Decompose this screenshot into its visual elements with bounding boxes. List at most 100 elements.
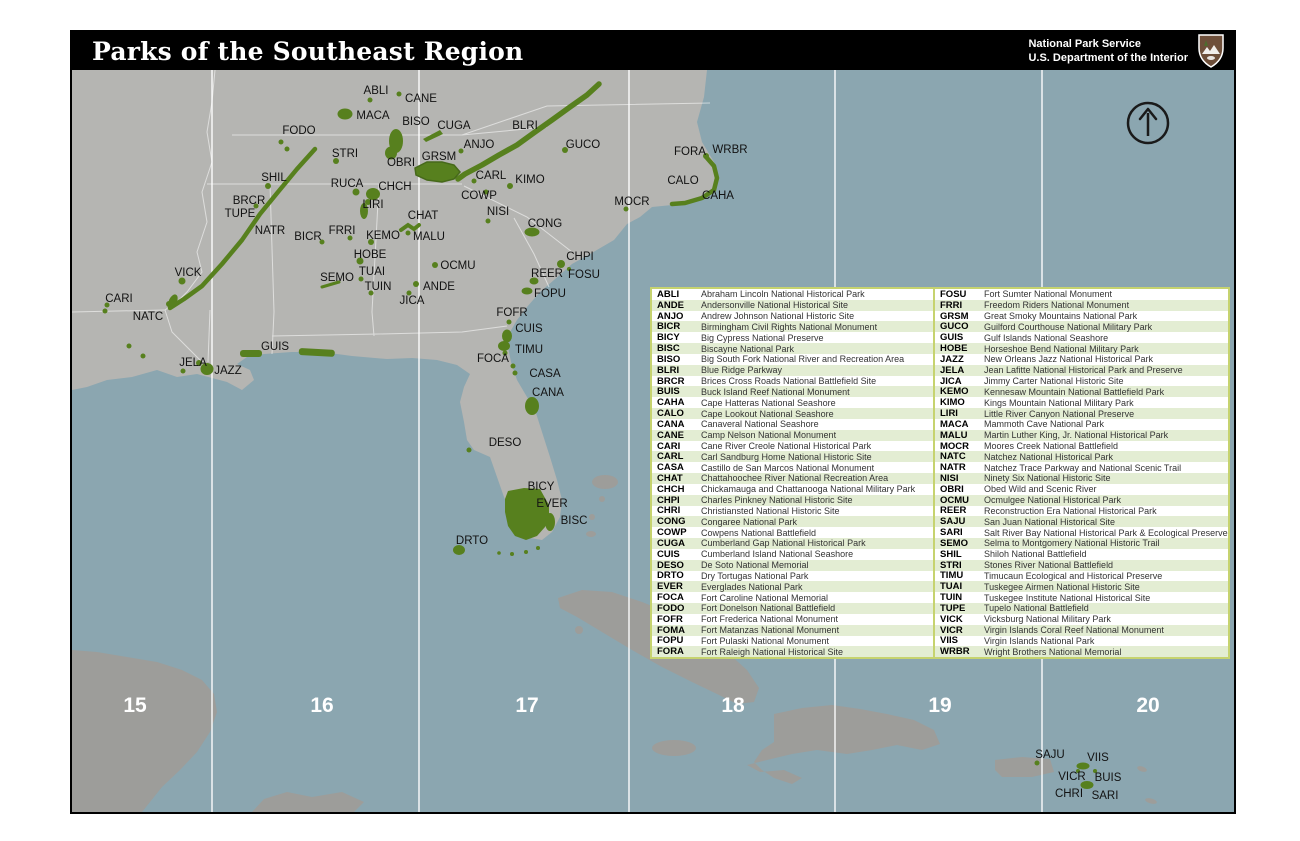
park-dot-hobe [356,257,364,265]
legend-row-fosu: FOSU Fort Sumter National Monument [935,289,1228,300]
map-label-anjo: ANJO [464,139,495,151]
legend-park-name: Martin Luther King, Jr. National Histori… [984,430,1169,441]
park-dot-ande [413,281,419,287]
legend-row-stri: STRI Stones River National Battlefield [935,559,1228,571]
legend-row-saju: SAJU San Juan National Historical Site [935,516,1228,528]
legend-row-grsm: GRSM Great Smoky Mountains National Park [935,311,1228,322]
legend-row-wrbr: WRBR Wright Brothers National Memorial [935,646,1228,658]
legend-row-buis: BUIS Buck Island Reef National Monument [652,386,933,398]
map-label-kimo: KIMO [515,174,544,186]
legend-code: BLRI [657,364,680,376]
legend-row-blri: BLRI Blue Ridge Parkway [652,364,933,376]
park-dot-carl [471,178,477,184]
land-isle-of-youth [575,626,583,634]
legend-code: BUIS [657,386,680,398]
park-shape-sari-chri [1080,781,1094,789]
park-dot-saju [1034,760,1040,766]
legend-code: FRRI [940,299,963,311]
legend-park-name: Vicksburg National Military Park [984,614,1111,625]
legend-code: REER [940,505,967,517]
legend-row-cowp: COWP Cowpens National Battlefield [652,527,933,538]
legend-park-name: Gulf Islands National Seashore [984,332,1109,343]
park-shape-natr [167,146,318,311]
park-shape-jela2 [196,360,202,366]
park-shape-cong [524,227,540,237]
map-label-frri: FRRI [329,225,356,237]
legend-row-guis: GUIS Gulf Islands National Seashore [935,332,1228,343]
map-label-maca: MACA [356,110,390,122]
park-shape-obri [385,146,397,160]
map-label-jazz: JAZZ [214,365,241,377]
utm-zone-number-15: 15 [123,694,147,717]
legend-code: GRSM [940,310,969,322]
map-label-cowp: COWP [461,190,497,202]
park-shape-caha [669,155,720,207]
legend-code: FOMA [657,624,685,636]
legend-code: WRBR [940,646,970,658]
park-dot-mocr [623,206,629,212]
legend-row-frri: FRRI Freedom Riders National Monument [935,299,1228,311]
legend-code: MALU [940,429,968,441]
legend-code: FORA [657,646,684,658]
legend-park-name: Fort Caroline National Memorial [701,592,829,603]
map-label-biso: BISO [402,116,430,128]
park-shape-drto [453,545,465,555]
map-label-liri: LIRI [362,199,383,211]
legend-row-vicr: VICR Virgin Islands Coral Reef National M… [935,624,1228,636]
legend-park-name: Tupelo National Battlefield [984,603,1089,614]
map-label-abli: ABLI [364,85,389,97]
park-dot-natc [166,301,172,307]
legend-row-jela: JELA Jean Lafitte National Historical Par… [935,364,1228,376]
legend-code: SARI [940,527,963,539]
legend-code: KEMO [940,386,969,398]
park-dot-jela [180,368,186,374]
park-shape-ever-bicy [505,488,549,540]
legend-row-semo: SEMO Selma to Montgomery National Histori… [935,538,1228,549]
legend-row-natr: NATR Natchez Trace Parkway and National S… [935,462,1228,473]
park-dot-deso [466,447,472,453]
legend-row-tuai: TUAI Tuskegee Airmen National Historic Si… [935,581,1228,593]
map-label-chri: CHRI [1055,788,1083,800]
park-shape-viis [1076,762,1090,770]
legend-park-name: Selma to Montgomery National Historic Tr… [984,538,1160,549]
park-dot-casa [512,370,518,376]
legend-row-cuis: CUIS Cumberland Island National Seashore [652,549,933,560]
agency-line1: National Park Service [1028,38,1141,50]
legend-code: CHAT [657,473,683,484]
legend-code: BISC [657,343,680,354]
park-dot-foca [502,350,508,356]
legend-park-name: Abraham Lincoln National Historical Park [701,289,865,300]
legend-park-name: Cowpens National Battlefield [701,527,817,538]
legend-code: ANJO [657,310,684,322]
legend-code: NATC [940,451,966,463]
map-label-kemo: KEMO [366,230,400,242]
legend-row-cane: CANE Camp Nelson National Monument [652,429,933,441]
park-shape-jela [200,363,214,375]
park-shape-chch2 [365,199,371,205]
legend-park-name: Dry Tortugas National Park [701,570,809,581]
park-dot-cowp [483,189,489,195]
map-label-stri: STRI [332,148,358,160]
park-dot-jica [406,290,412,296]
legend-park-name: Tuskegee Institute National Historical S… [984,592,1151,603]
utm-zone-numbers: 15 16 17 18 19 20 [123,694,1159,717]
park-dot-guco [562,147,568,153]
legend-row-deso: DESO De Soto National Memorial [652,559,933,571]
islet [1145,798,1157,804]
map-label-casa: CASA [529,368,561,380]
park-dot [510,552,514,556]
park-dot [497,551,501,555]
park-dot-nisi [485,218,491,224]
legend-park-name: Natchez National Historical Park [984,451,1114,462]
park-shape-cuga [423,130,443,142]
park-shapes [167,81,1097,789]
map-label-drto: DRTO [456,535,488,547]
legend-code: BICY [657,332,680,344]
map-label-grsm: GRSM [422,151,457,163]
legend-code: FOFR [657,613,683,625]
park-shape-liri [360,203,368,219]
legend-park-name: Freedom Riders National Monument [984,300,1130,311]
legend-row-nisi: NISI Ninety Six National Historic Site [935,473,1228,484]
legend-code: NISI [940,473,959,484]
legend-code: CUGA [657,538,685,549]
